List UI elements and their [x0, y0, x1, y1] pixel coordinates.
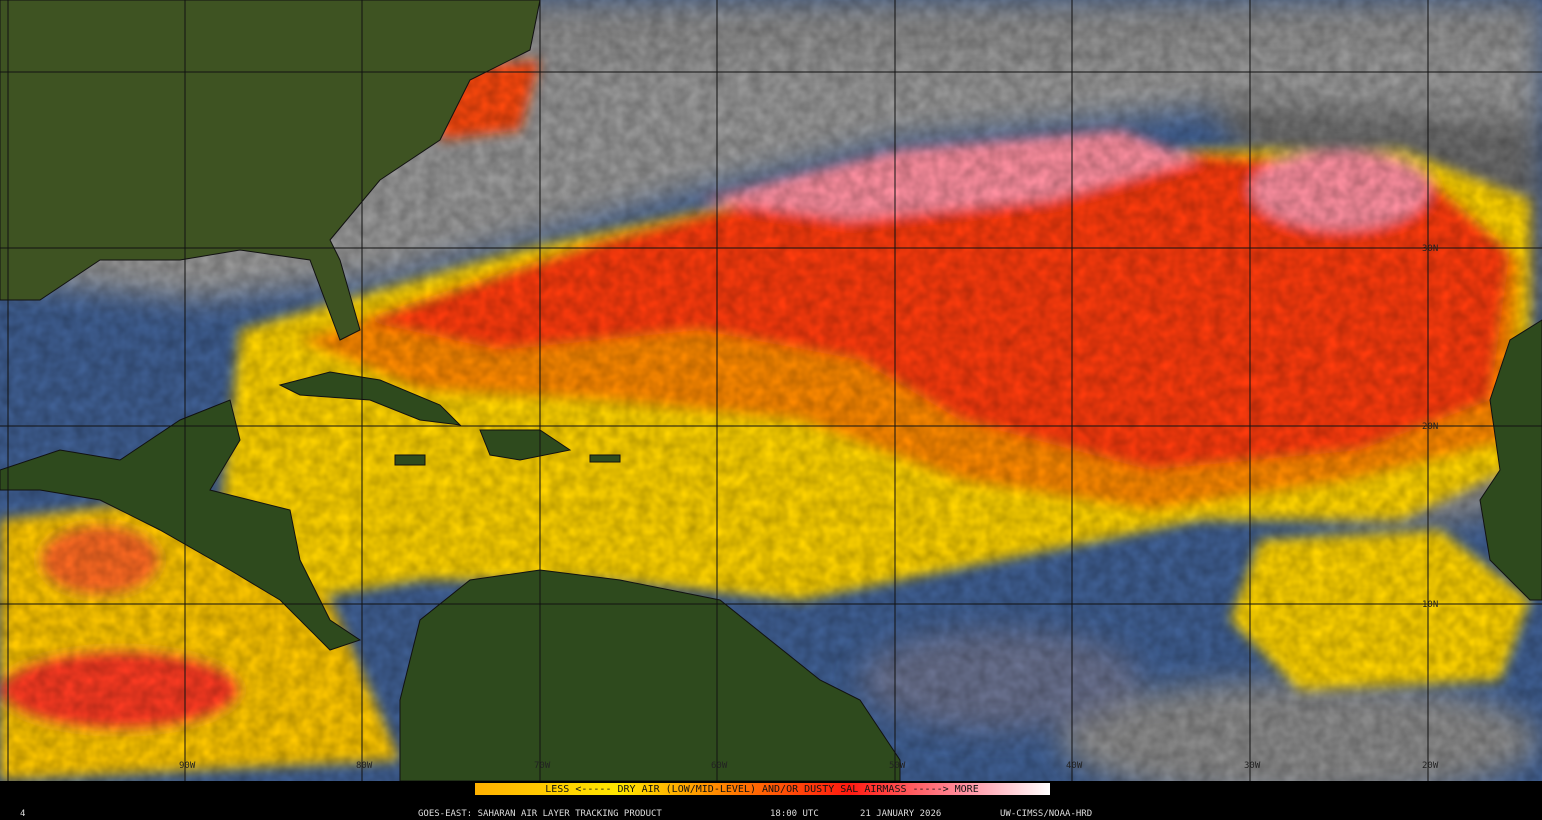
land-sa [399, 569, 901, 782]
longitude-label: 50W [889, 761, 906, 771]
latitude-label: 20N [1422, 422, 1438, 432]
land-jam [394, 454, 426, 466]
land-ca [0, 399, 362, 651]
longitude-label: 30W [1244, 761, 1261, 771]
land [0, 0, 1542, 782]
longitude-label: 90W [179, 761, 196, 771]
land-na [0, 0, 541, 341]
latitude-label: 30N [1422, 244, 1438, 254]
longitude-label: 20W [1422, 761, 1439, 771]
land-cuba [278, 371, 462, 426]
frame-number: 4 [20, 809, 25, 819]
grid [0, 0, 1542, 781]
land-hisp [479, 429, 572, 461]
longitude-label: 40W [1066, 761, 1083, 771]
legend-bar [475, 783, 1050, 795]
credit: UW-CIMSS/NOAA-HRD [1000, 809, 1092, 819]
product-name: GOES-EAST: SAHARAN AIR LAYER TRACKING PR… [418, 809, 662, 819]
date: 21 JANUARY 2026 [860, 809, 941, 819]
longitude-label: 70W [534, 761, 551, 771]
land-af [1479, 319, 1542, 601]
time: 18:00 UTC [770, 809, 819, 819]
latitude-label: 10N [1422, 600, 1438, 610]
land-pr [589, 454, 621, 463]
longitude-label: 60W [711, 761, 728, 771]
longitude-label: 80W [356, 761, 373, 771]
grid-labels: 90W 80W 70W 60W 50W 40W 30W 20W 30N 20N 10N [179, 244, 1439, 771]
legend-text: LESS <----- DRY AIR (LOW/MID-LEVEL) AND/… [545, 784, 978, 795]
